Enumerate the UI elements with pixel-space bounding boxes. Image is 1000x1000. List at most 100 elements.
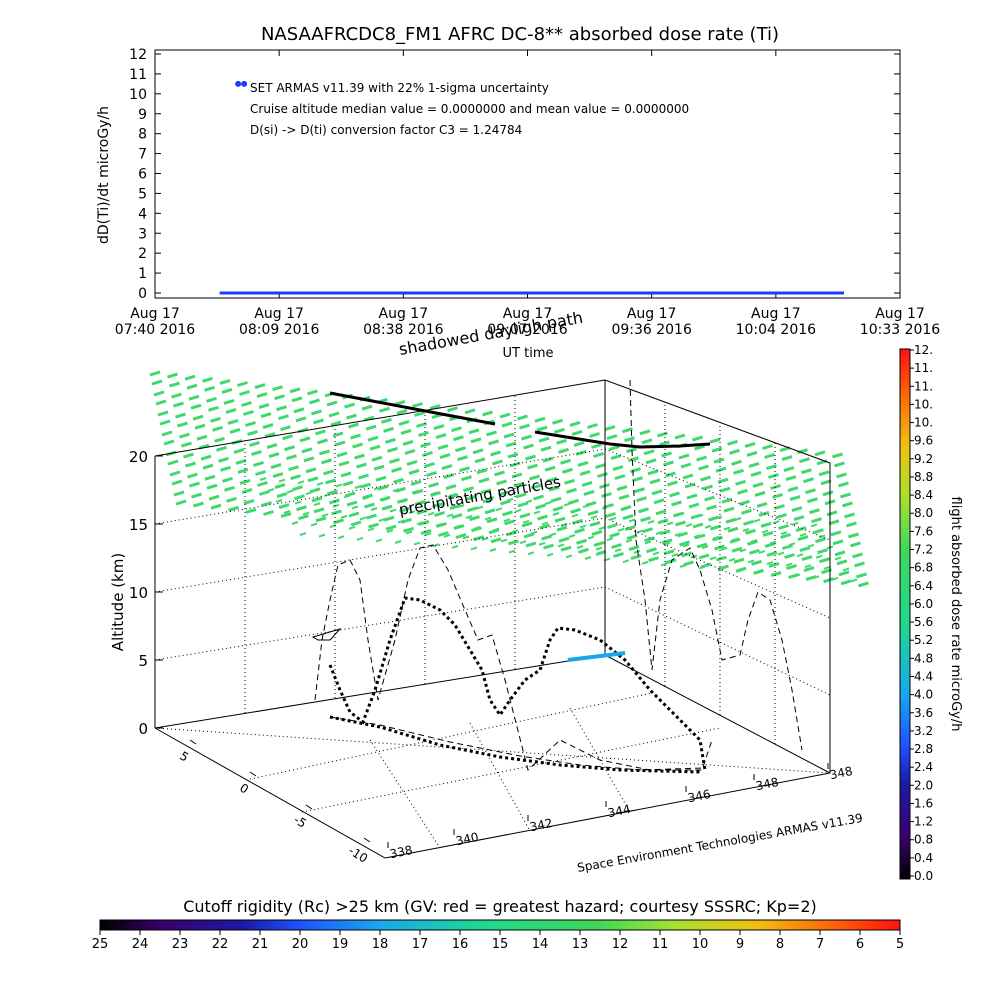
particle-mark	[228, 505, 239, 512]
particle-mark	[530, 530, 538, 535]
particle-mark	[583, 489, 595, 496]
particle-mark	[206, 396, 217, 403]
particle-mark	[780, 533, 791, 539]
top-x-label: UT time	[503, 346, 554, 361]
particle-mark	[639, 509, 647, 513]
particle-mark	[371, 455, 383, 462]
particle-mark	[769, 540, 777, 545]
particle-mark	[402, 439, 414, 446]
particle-mark	[192, 414, 204, 421]
particle-mark	[405, 530, 413, 535]
particle-mark	[823, 565, 831, 570]
particle-mark	[297, 480, 305, 485]
particle-mark	[245, 421, 256, 427]
particle-mark	[534, 416, 546, 423]
lon-tick-label: 346	[687, 787, 712, 805]
x-tick-label: 08:09 2016	[239, 322, 320, 338]
dose-tick-label: 7.6	[914, 524, 933, 538]
particle-mark	[272, 472, 284, 479]
particle-mark	[418, 431, 429, 437]
grid-line	[604, 448, 831, 541]
particle-mark	[519, 423, 530, 430]
particle-mark	[251, 450, 262, 456]
x-tick-label: Aug 17	[751, 306, 801, 322]
dose-tick-label: 5.2	[914, 633, 933, 647]
particle-mark	[693, 534, 701, 539]
particle-mark	[774, 504, 785, 510]
particle-mark	[815, 554, 823, 559]
particle-mark	[799, 457, 810, 464]
particle-mark	[427, 511, 435, 516]
particle-mark	[486, 517, 498, 524]
rigidity-tick-label: 19	[332, 937, 349, 952]
rigidity-tick-label: 24	[132, 937, 149, 952]
particle-mark	[657, 518, 669, 525]
particle-mark	[226, 496, 237, 503]
particle-mark	[557, 543, 565, 548]
particle-mark	[742, 528, 750, 532]
particle-mark	[239, 478, 251, 485]
particle-mark	[543, 543, 554, 550]
particle-mark	[363, 415, 375, 422]
dose-tick-label: 10.	[914, 397, 933, 411]
annotation-line-3: D(si) -> D(ti) conversion factor C3 = 1.…	[250, 123, 522, 137]
particle-mark	[793, 515, 805, 522]
particle-mark	[259, 490, 270, 496]
z-tick-label: 10	[129, 584, 148, 602]
particle-mark	[701, 545, 709, 550]
rigidity-tick-label: 21	[252, 937, 269, 952]
particle-mark	[296, 505, 307, 512]
y-tick-label: 5	[138, 186, 147, 202]
particle-mark	[568, 498, 579, 505]
particle-mark	[275, 499, 283, 503]
particle-mark	[416, 508, 428, 515]
particle-mark	[486, 430, 497, 437]
dose-tick-label: 0.0	[914, 869, 933, 883]
particle-mark	[171, 392, 182, 399]
particle-mark	[227, 418, 239, 425]
particle-mark	[416, 521, 424, 526]
particle-mark	[587, 509, 599, 516]
particle-mark	[571, 513, 579, 518]
particle-mark	[772, 520, 780, 525]
particle-mark	[500, 538, 508, 543]
particle-mark	[721, 497, 733, 504]
particle-mark	[704, 495, 715, 502]
z-tick-label: 5	[138, 652, 148, 670]
particle-mark	[503, 518, 511, 523]
particle-mark	[563, 502, 571, 507]
particle-mark	[549, 532, 557, 537]
particle-mark	[255, 470, 266, 476]
particle-mark	[554, 427, 565, 434]
particle-mark	[151, 379, 163, 386]
particle-mark	[840, 492, 851, 499]
particle-mark	[488, 439, 499, 446]
particle-mark	[776, 513, 787, 519]
particle-mark	[780, 531, 788, 536]
particle-mark	[628, 545, 640, 552]
particle-mark	[153, 390, 165, 397]
particle-mark	[210, 503, 222, 510]
particle-mark	[535, 503, 546, 510]
particle-mark	[206, 483, 218, 490]
particle-mark	[214, 436, 225, 443]
particle-mark	[680, 462, 692, 469]
particle-mark	[566, 487, 577, 494]
particle-mark	[577, 460, 589, 467]
particle-mark	[307, 476, 319, 483]
particle-mark	[641, 438, 653, 445]
particle-mark	[626, 447, 637, 454]
particle-mark	[321, 458, 332, 465]
particle-mark	[628, 518, 636, 523]
particle-mark	[649, 478, 661, 485]
particle-mark	[490, 537, 502, 544]
particle-mark	[323, 469, 334, 476]
grid-line	[604, 586, 831, 696]
particle-mark	[263, 510, 274, 516]
particle-mark	[404, 448, 416, 455]
particle-mark	[679, 564, 687, 568]
particle-mark	[419, 500, 427, 505]
particle-mark	[611, 543, 622, 549]
